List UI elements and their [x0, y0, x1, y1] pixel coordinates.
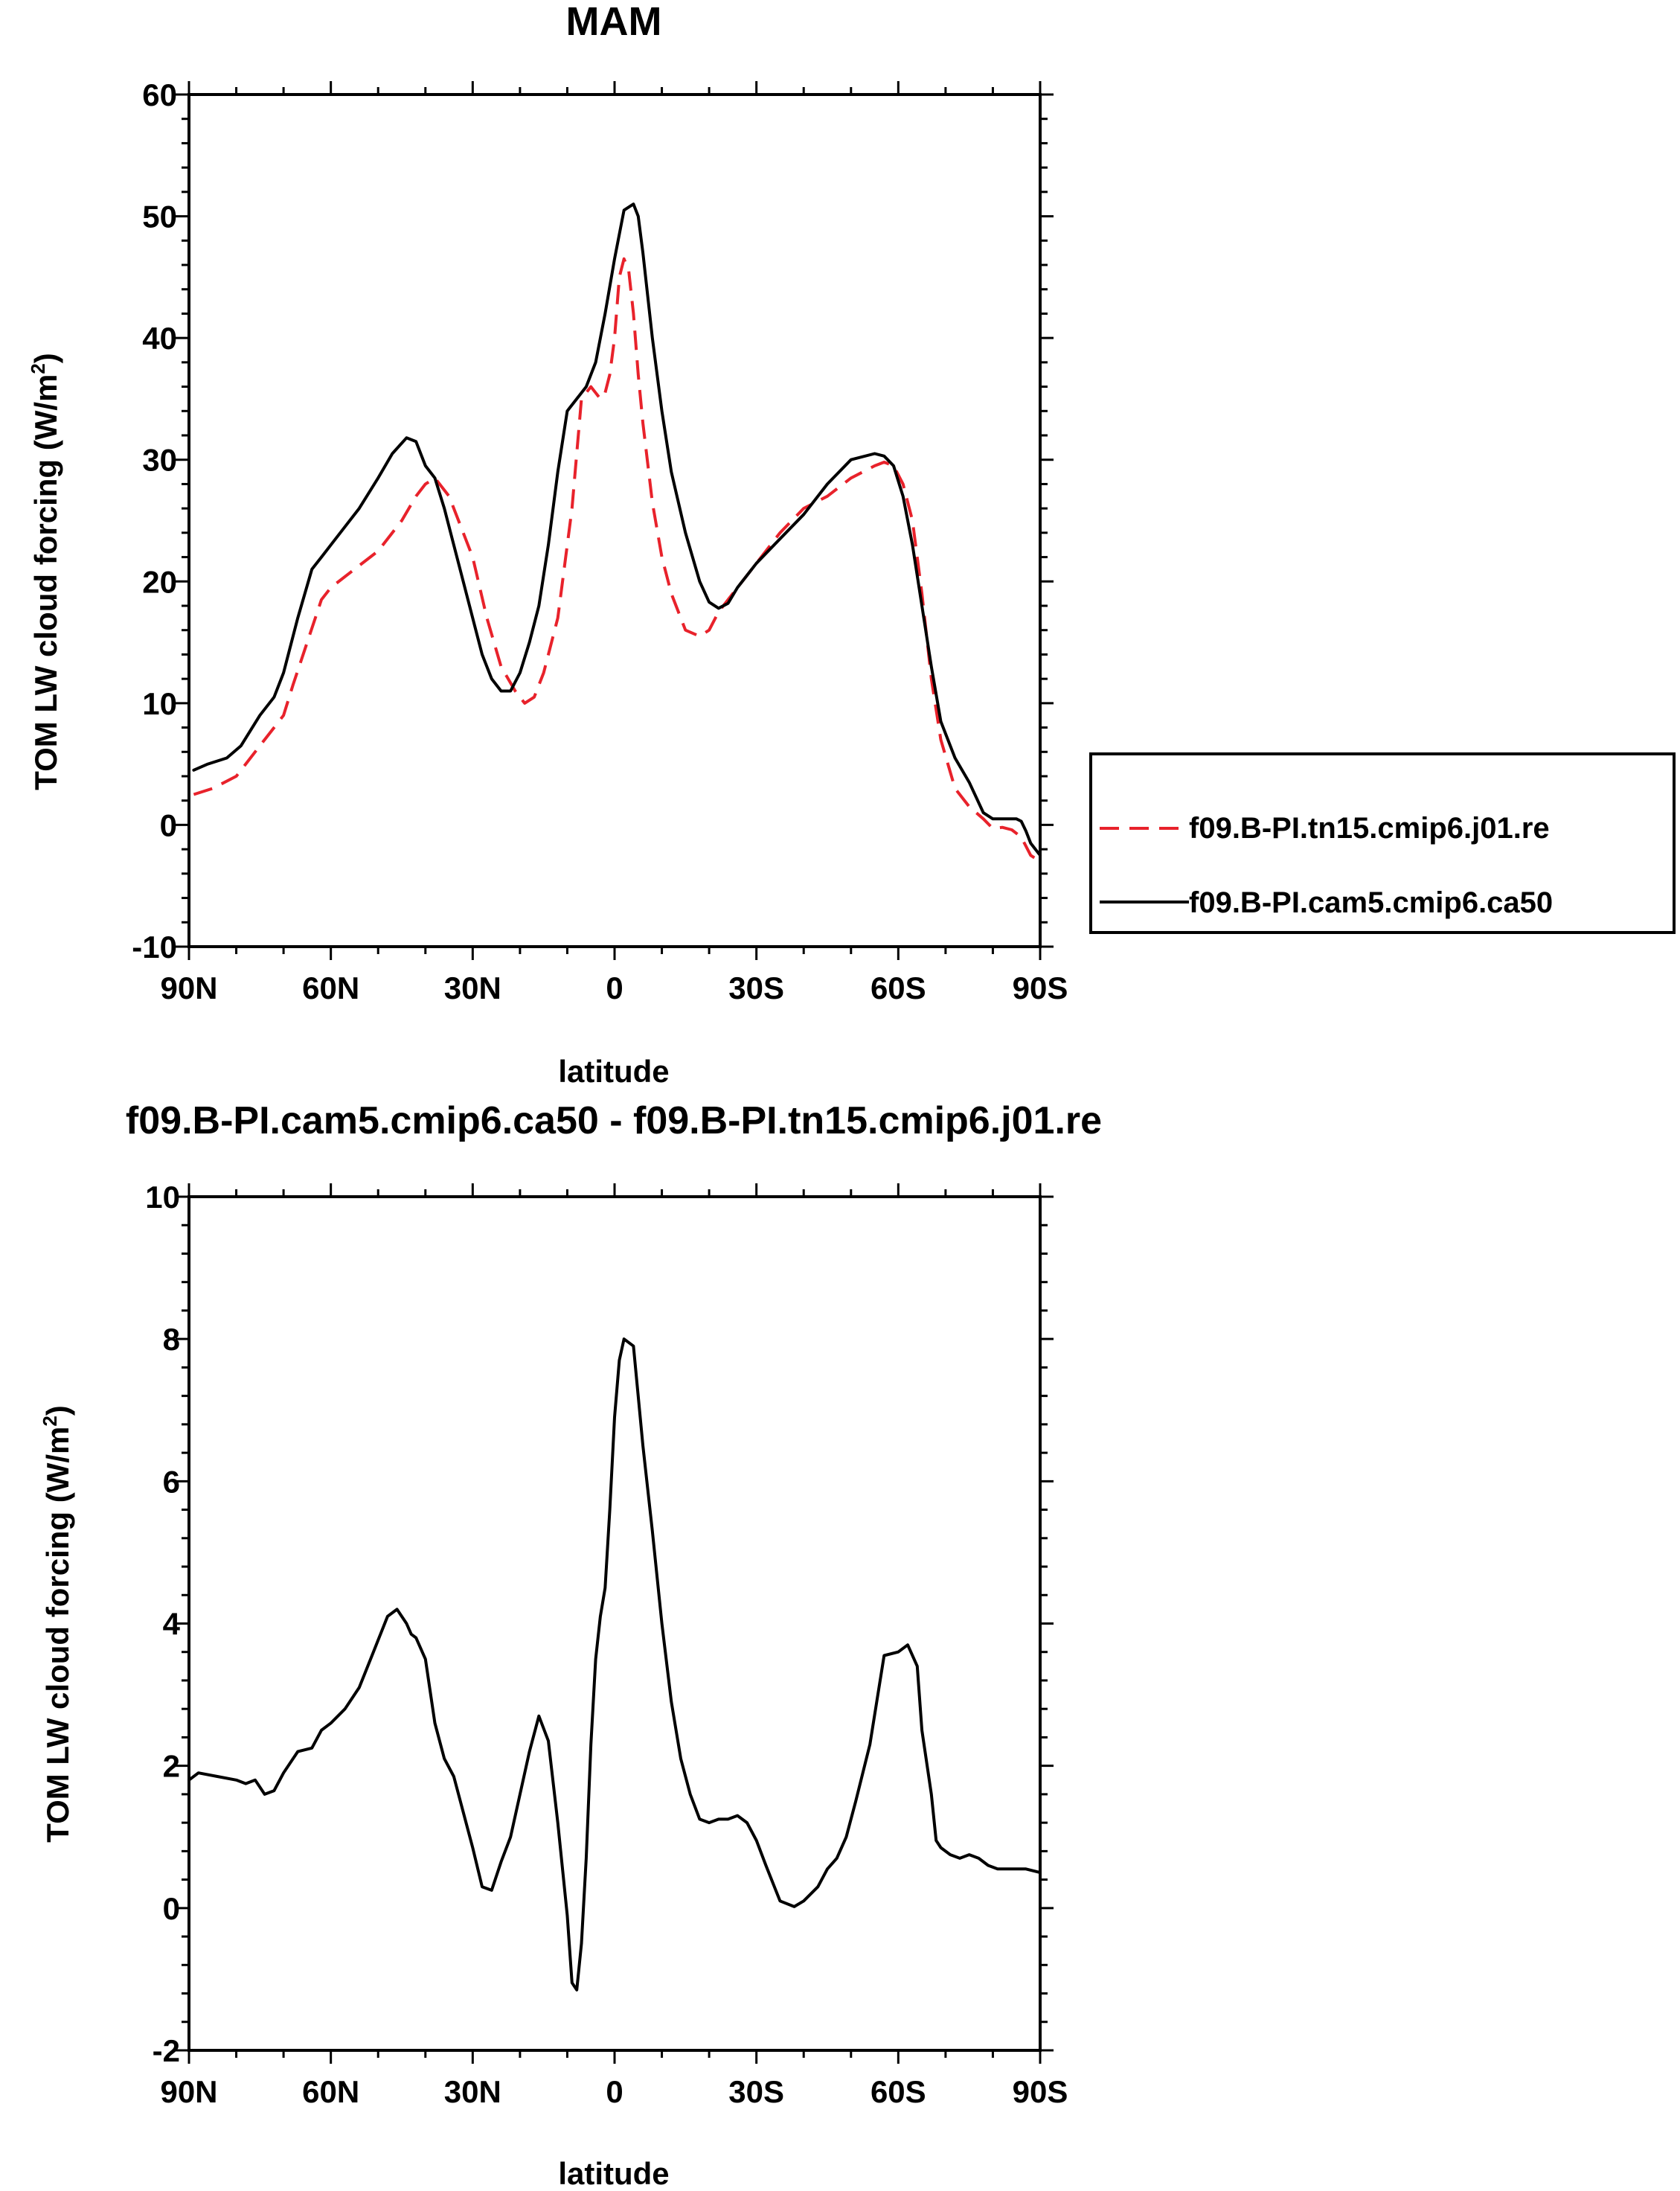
top-x-tick-label: 60S — [871, 970, 926, 1005]
top-y-tick-label: 10 — [142, 686, 177, 721]
top-y-tick-label: -10 — [132, 930, 177, 965]
bot-x-tick-label: 0 — [606, 2074, 623, 2109]
top-y-tick-label: 60 — [142, 77, 177, 112]
bot-y-tick-label: 8 — [163, 1322, 180, 1357]
top-chart-title: MAM — [566, 0, 662, 44]
top-y-tick-label: 0 — [160, 807, 177, 842]
bottom-x-axis-label: latitude — [558, 2156, 669, 2191]
top-x-tick-label: 90S — [1013, 970, 1068, 1005]
bot-x-tick-label: 90N — [160, 2074, 217, 2109]
top-series-line-0 — [193, 257, 1042, 863]
top-axis-ticks — [176, 81, 1054, 960]
top-plot-area — [187, 93, 1042, 948]
bot-x-tick-label: 90S — [1013, 2074, 1068, 2109]
top-x-tick-label: 60N — [302, 970, 359, 1005]
bottom-y-tick-labels: -2 0 2 4 6 8 10 — [145, 1180, 180, 2068]
bot-plot-frame — [187, 1195, 1042, 2052]
top-y-tick-label: 30 — [142, 443, 177, 478]
top-series-line-1 — [192, 202, 1042, 857]
top-y-tick-label: 40 — [142, 321, 177, 356]
bot-y-tick-label: 4 — [163, 1607, 181, 1642]
top-x-axis-label: latitude — [558, 1054, 669, 1089]
bot-x-tick-label: 30N — [444, 2074, 501, 2109]
top-plot-frame — [187, 93, 1042, 948]
top-x-tick-labels: 90N 60N 30N 0 30S 60S 90S — [160, 970, 1068, 1005]
bottom-y-axis-label: TOM LW cloud forcing (W/m2) — [39, 1405, 75, 1843]
legend: f09.B-PI.tn15.cmip6.j01.re f09.B-PI.cam5… — [1089, 752, 1676, 934]
bot-x-tick-label: 60N — [302, 2074, 359, 2109]
bot-x-tick-label: 60S — [871, 2074, 926, 2109]
legend-label-ca50: f09.B-PI.cam5.cmip6.ca50 — [1189, 886, 1553, 919]
top-x-tick-label: 30N — [444, 970, 501, 1005]
bot-x-tick-label: 30S — [728, 2074, 784, 2109]
bot-y-tick-label: 2 — [163, 1749, 180, 1784]
bot-y-tick-label: -2 — [153, 2033, 180, 2068]
top-y-tick-label: 50 — [142, 199, 177, 234]
bottom-x-tick-labels: 90N 60N 30N 0 30S 60S 90S — [160, 2074, 1068, 2109]
bottom-chart-title: f09.B-PI.cam5.cmip6.ca50 - f09.B-PI.tn15… — [126, 1099, 1102, 1142]
top-y-tick-labels: -10 0 10 20 30 40 50 60 — [132, 77, 177, 965]
bottom-axis-ticks — [176, 1183, 1054, 2064]
top-x-tick-label: 0 — [606, 970, 623, 1005]
bot-y-tick-label: 10 — [145, 1180, 180, 1215]
bot-y-tick-label: 6 — [163, 1464, 180, 1499]
legend-label-j01: f09.B-PI.tn15.cmip6.j01.re — [1189, 812, 1550, 845]
top-x-tick-label: 90N — [160, 970, 217, 1005]
bot-y-tick-label: 0 — [163, 1891, 180, 1926]
bottom-plot-area — [187, 1195, 1042, 2052]
bot-series-line-0 — [187, 1337, 1042, 1992]
top-y-tick-label: 20 — [142, 564, 177, 599]
top-y-axis-label: TOM LW cloud forcing (W/m2) — [27, 353, 63, 790]
top-x-tick-label: 30S — [728, 970, 784, 1005]
